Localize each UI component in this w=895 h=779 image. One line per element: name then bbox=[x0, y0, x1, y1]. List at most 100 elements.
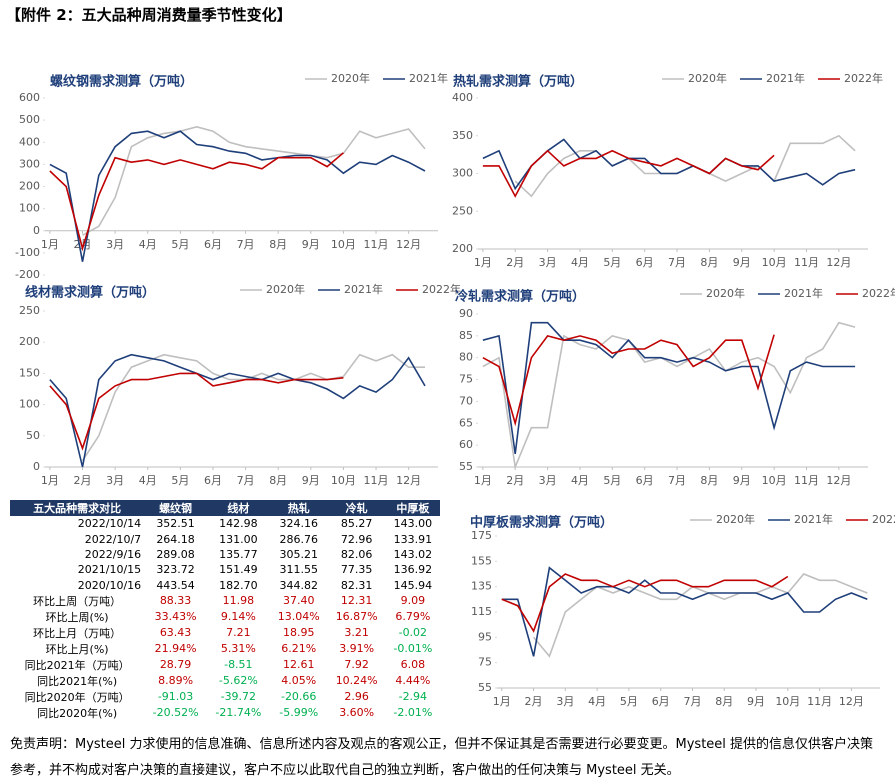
table-cell: 443.54 bbox=[156, 578, 195, 592]
heading: 【附件 2：五大品种周消费量季节性变化】 bbox=[6, 6, 292, 24]
y-tick-label: 300 bbox=[452, 167, 473, 180]
x-tick-label: 2月 bbox=[506, 256, 524, 269]
x-tick-label: 4月 bbox=[139, 238, 157, 251]
series-line bbox=[82, 125, 426, 236]
x-tick-label: 4月 bbox=[588, 695, 606, 708]
y-tick-label: 300 bbox=[19, 157, 40, 170]
legend-label: 2021年 bbox=[766, 71, 805, 85]
table-row: 同比2021年(%) 8.89% -5.62% 4.05% 10.24% 4.44% bbox=[10, 673, 440, 689]
table-cell: 13.04% bbox=[277, 610, 320, 624]
x-tick-label: 2月 bbox=[74, 474, 92, 487]
x-tick-label: 10月 bbox=[762, 474, 787, 487]
x-tick-label: 5月 bbox=[603, 474, 621, 487]
x-tick-label: 6月 bbox=[204, 474, 222, 487]
table-cell: 289.08 bbox=[156, 547, 195, 561]
x-tick-label: 2月 bbox=[506, 474, 524, 487]
table-cell: 151.49 bbox=[219, 563, 258, 577]
table-cell: 305.21 bbox=[279, 547, 318, 561]
table-row: 环比上月(%) 21.94% 5.31% 6.21% 3.91% -0.01% bbox=[10, 641, 440, 657]
table-cell: -5.62% bbox=[218, 674, 258, 688]
x-tick-label: 7月 bbox=[668, 256, 686, 269]
x-tick-label: 10月 bbox=[331, 474, 356, 487]
table-cell: 3.60% bbox=[339, 706, 375, 720]
y-tick-label: 0 bbox=[33, 224, 40, 237]
y-tick-label: 65 bbox=[459, 416, 473, 429]
disclaimer: 参考，并不构成对客户决策的直接建议，客户不应以此取代自己的独立判断，客户做出的任… bbox=[10, 763, 680, 778]
x-tick-label: 9月 bbox=[302, 474, 320, 487]
table-row: 环比上周（万吨） 88.33 11.98 37.40 12.31 9.09 bbox=[10, 593, 440, 609]
x-tick-label: 3月 bbox=[556, 695, 574, 708]
y-tick-label: 175 bbox=[471, 529, 492, 542]
legend-label: 2021年 bbox=[344, 282, 383, 296]
chart-title: 螺纹钢需求测算（万吨） bbox=[50, 74, 193, 90]
series-line bbox=[482, 138, 856, 191]
series-line bbox=[532, 573, 868, 658]
table-row: 同比2020年（万吨） -91.03 -39.72 -20.66 2.96 -2.94 bbox=[10, 689, 440, 705]
table-cell: 352.51 bbox=[156, 517, 195, 531]
table-cell: 72.96 bbox=[340, 532, 373, 546]
table-cell: 4.44% bbox=[395, 674, 431, 688]
legend-label: 2020年 bbox=[716, 512, 755, 526]
table-cell: 182.70 bbox=[219, 578, 258, 592]
header-cell: 五大品种需求对比 bbox=[10, 500, 145, 516]
table-cell: 2022/10/7 bbox=[84, 532, 142, 546]
x-tick-label: 11月 bbox=[807, 695, 832, 708]
table-cell: 8.89% bbox=[158, 674, 194, 688]
table-cell: 同比2021年（万吨） bbox=[24, 658, 130, 672]
table-cell: 82.06 bbox=[340, 547, 373, 561]
y-tick-label: 55 bbox=[478, 681, 492, 694]
table-cell: -2.01% bbox=[393, 706, 433, 720]
table-cell: -0.02 bbox=[398, 626, 428, 640]
x-tick-label: 12月 bbox=[396, 474, 421, 487]
table-cell: -5.99% bbox=[279, 706, 319, 720]
x-tick-label: 11月 bbox=[794, 474, 819, 487]
table-cell: 6.21% bbox=[281, 642, 317, 656]
x-tick-label: 1月 bbox=[41, 474, 59, 487]
series-line bbox=[49, 353, 426, 468]
x-tick-label: 8月 bbox=[700, 474, 718, 487]
table-cell: 6.79% bbox=[395, 610, 431, 624]
y-tick-label: 70 bbox=[459, 394, 473, 407]
series-line bbox=[49, 372, 344, 451]
y-tick-label: 250 bbox=[452, 204, 473, 217]
x-tick-label: 4月 bbox=[571, 256, 589, 269]
table-cell: 77.35 bbox=[340, 563, 373, 577]
table-cell: 环比上周(%) bbox=[45, 610, 109, 624]
table-cell: 88.33 bbox=[159, 594, 192, 608]
table-cell: -0.01% bbox=[393, 642, 433, 656]
series-line bbox=[49, 130, 426, 262]
table-cell: 2020/10/16 bbox=[77, 578, 142, 592]
table-cell: 135.77 bbox=[219, 547, 258, 561]
x-tick-label: 2月 bbox=[525, 695, 543, 708]
table-cell: 3.91% bbox=[339, 642, 375, 656]
table-cell: 6.08 bbox=[400, 658, 426, 672]
y-tick-label: 60 bbox=[459, 438, 473, 451]
x-tick-label: 5月 bbox=[171, 474, 189, 487]
x-tick-label: 8月 bbox=[269, 238, 287, 251]
table-row: 同比2020年(%) -20.52% -21.74% -5.99% 3.60% -2.01… bbox=[10, 705, 440, 721]
x-tick-label: 9月 bbox=[747, 695, 765, 708]
chart-title: 热轧需求测算（万吨） bbox=[453, 74, 583, 90]
table-cell: 同比2020年（万吨） bbox=[24, 690, 130, 704]
x-tick-label: 6月 bbox=[636, 474, 654, 487]
legend-label: 2022年 bbox=[422, 282, 461, 296]
table-cell: 142.98 bbox=[219, 517, 258, 531]
x-tick-label: 3月 bbox=[539, 474, 557, 487]
table-row: 2022/9/16 289.08 135.77 305.21 82.06 143.02 bbox=[10, 547, 440, 562]
table-cell: 324.16 bbox=[279, 517, 318, 531]
x-tick-label: 7月 bbox=[237, 238, 255, 251]
table-cell: 264.18 bbox=[156, 532, 195, 546]
x-tick-label: 1月 bbox=[41, 238, 59, 251]
table-cell: 37.40 bbox=[282, 594, 315, 608]
x-tick-label: 3月 bbox=[106, 474, 124, 487]
legend-label: 2022年 bbox=[844, 71, 883, 85]
x-tick-label: 3月 bbox=[106, 238, 124, 251]
y-tick-label: 115 bbox=[471, 605, 492, 618]
table-cell: 7.21 bbox=[226, 626, 251, 640]
x-tick-label: 6月 bbox=[204, 238, 222, 251]
x-tick-label: 7月 bbox=[683, 695, 701, 708]
table-cell: 3.21 bbox=[344, 626, 369, 640]
table-cell: 2022/9/16 bbox=[84, 547, 142, 561]
x-tick-label: 9月 bbox=[733, 256, 751, 269]
x-tick-label: 9月 bbox=[733, 474, 751, 487]
